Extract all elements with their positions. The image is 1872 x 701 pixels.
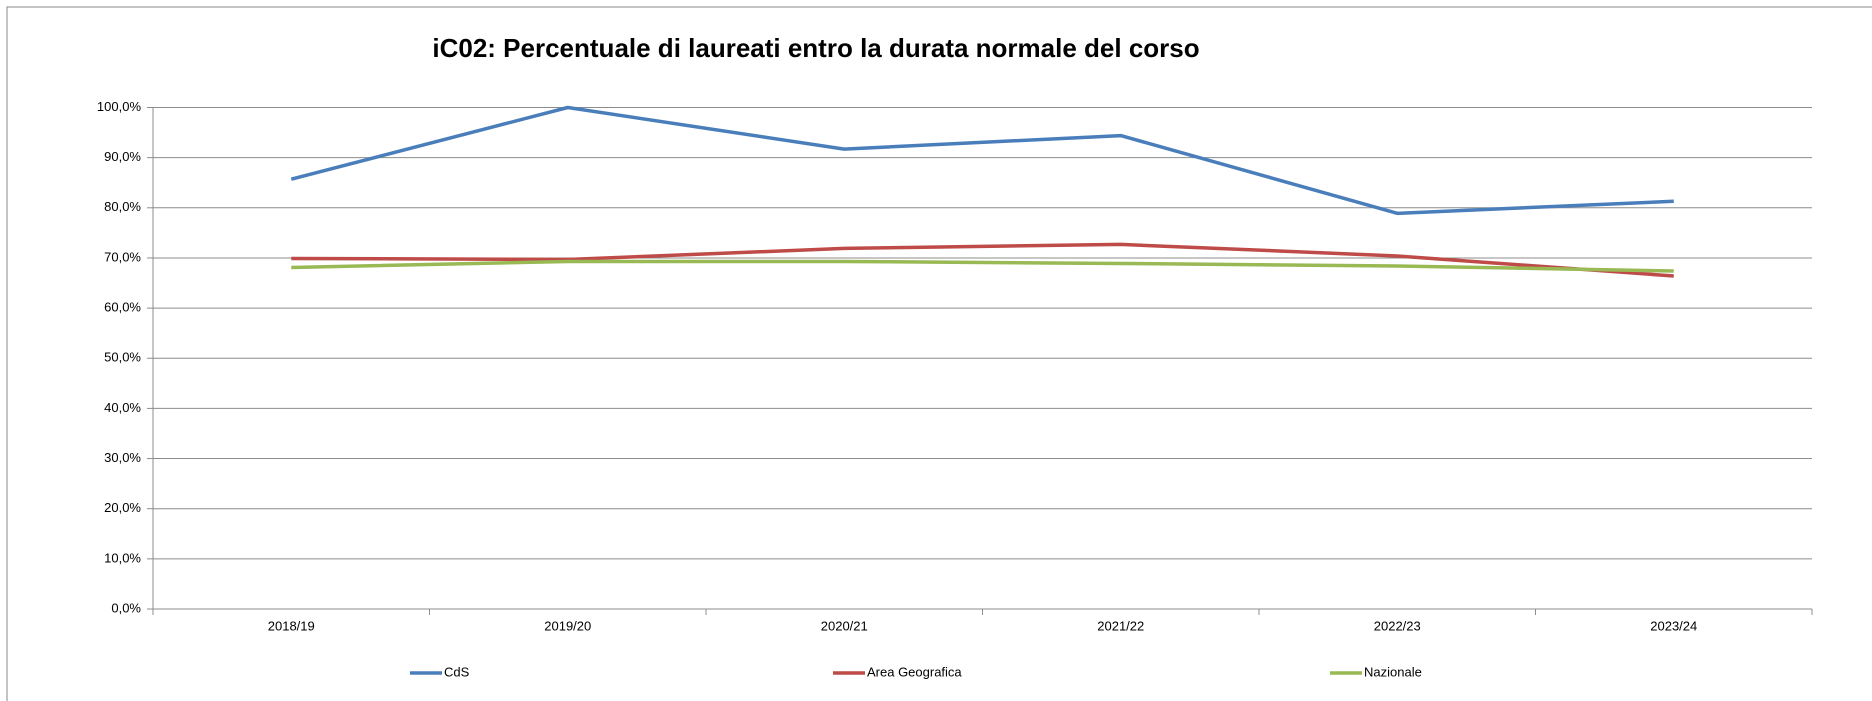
chart-title: iC02: Percentuale di laureati entro la d…: [432, 33, 1199, 63]
y-tick-label: 90,0%: [104, 149, 141, 164]
legend-label: CdS: [444, 664, 470, 679]
y-tick-label: 40,0%: [104, 400, 141, 415]
x-tick-label: 2020/21: [821, 618, 868, 633]
y-tick-label: 70,0%: [104, 249, 141, 264]
x-tick-label: 2018/19: [268, 618, 315, 633]
x-tick-label: 2019/20: [544, 618, 591, 633]
y-tick-label: 10,0%: [104, 550, 141, 565]
legend-label: Area Geografica: [867, 664, 962, 679]
x-tick-label: 2023/24: [1650, 618, 1697, 633]
x-tick-label: 2022/23: [1374, 618, 1421, 633]
y-tick-label: 100,0%: [97, 99, 142, 114]
series-line: [291, 259, 1674, 273]
chart-frame: [6, 6, 1872, 701]
y-tick-label: 30,0%: [104, 450, 141, 465]
y-tick-label: 0,0%: [111, 600, 141, 615]
series-line: [290, 105, 1674, 216]
y-tick-label: 20,0%: [104, 500, 141, 515]
legend-label: Nazionale: [1364, 664, 1422, 679]
x-tick-label: 2021/22: [1097, 618, 1144, 633]
series-line: [291, 242, 1674, 278]
y-tick-label: 80,0%: [104, 199, 141, 214]
y-tick-label: 50,0%: [104, 350, 141, 365]
y-tick-label: 60,0%: [104, 300, 141, 315]
